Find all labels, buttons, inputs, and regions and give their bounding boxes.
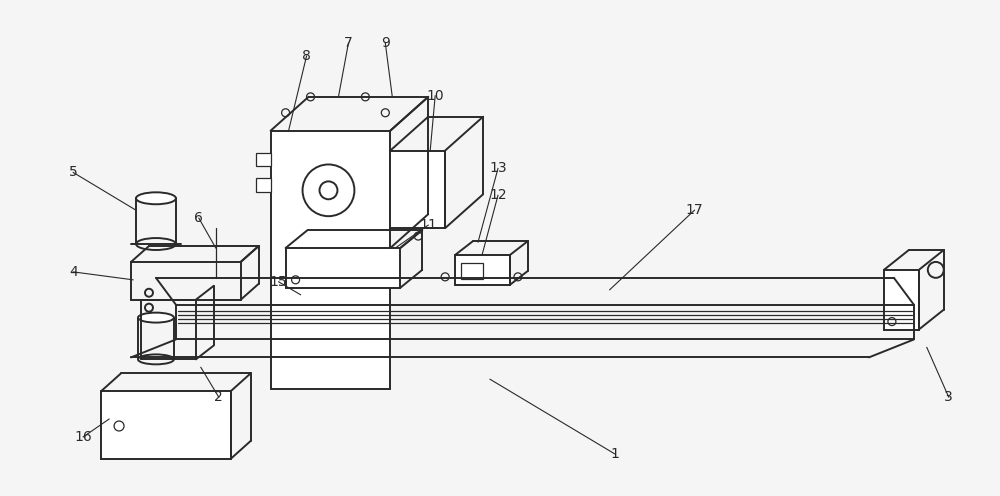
Ellipse shape <box>136 192 176 204</box>
Bar <box>271 130 390 389</box>
Text: 15: 15 <box>270 275 287 289</box>
Bar <box>256 179 271 192</box>
Text: 8: 8 <box>302 49 311 63</box>
Bar <box>884 270 919 329</box>
Text: 10: 10 <box>426 89 444 103</box>
Bar <box>101 391 231 459</box>
Bar <box>461 263 483 279</box>
Text: 12: 12 <box>489 188 507 202</box>
Text: 11: 11 <box>419 218 437 232</box>
Text: 16: 16 <box>74 430 92 444</box>
Bar <box>256 153 271 167</box>
Text: 13: 13 <box>489 162 507 176</box>
Bar <box>455 255 510 285</box>
Text: 9: 9 <box>381 36 390 50</box>
Text: 7: 7 <box>344 36 353 50</box>
Text: 5: 5 <box>69 166 78 180</box>
Text: 1: 1 <box>610 447 619 461</box>
Bar <box>390 151 445 228</box>
Bar <box>286 248 400 288</box>
Text: 2: 2 <box>214 390 223 404</box>
Ellipse shape <box>138 312 174 322</box>
Text: 17: 17 <box>686 203 703 217</box>
Text: 3: 3 <box>944 390 953 404</box>
Text: 6: 6 <box>194 211 203 225</box>
Text: 4: 4 <box>69 265 78 279</box>
